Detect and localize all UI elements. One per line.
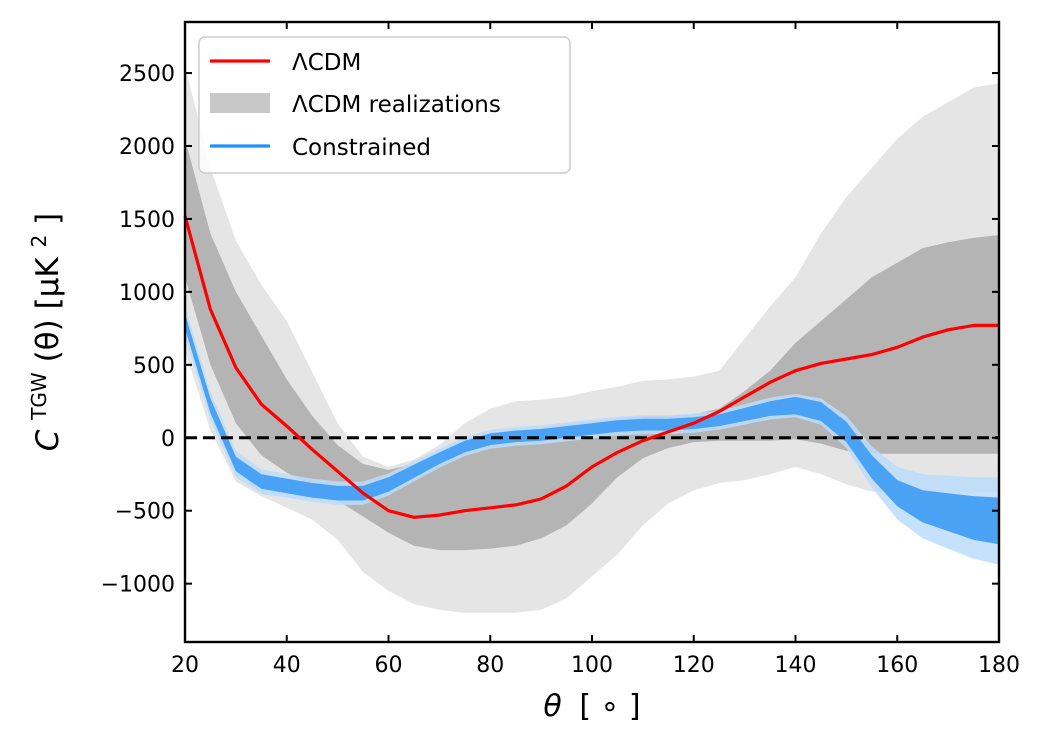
y-tick-label: −1000	[101, 573, 175, 598]
legend-label-constrained: Constrained	[292, 135, 431, 161]
y-tick-label: −500	[115, 500, 175, 525]
legend-label-realizations: ΛCDM realizations	[292, 92, 501, 118]
x-tick-label: 100	[571, 653, 613, 678]
x-tick-label: 20	[171, 653, 199, 678]
y-axis-unit-super: 2	[27, 235, 51, 248]
constrained-outer-band	[185, 306, 999, 565]
x-tick-label: 180	[978, 653, 1020, 678]
x-tick-label: 40	[273, 653, 301, 678]
y-axis-super: TGW	[27, 372, 51, 421]
legend-box	[198, 36, 571, 174]
x-axis-title: θ [ ∘ ]	[543, 689, 640, 724]
legend: ΛCDM ΛCDM realizations Constrained	[198, 36, 571, 174]
lcdm-series-line	[183, 215, 999, 519]
y-axis-title: C TGW (θ) [μK 2 ]	[18, 213, 66, 452]
x-axis-symbol: θ	[543, 689, 561, 724]
y-axis-arg: (θ) [μK	[30, 257, 66, 363]
legend-label-lcdm: ΛCDM	[292, 50, 361, 76]
y-tick-label: 1500	[119, 208, 175, 233]
x-axis-unit: [ ∘ ]	[579, 689, 640, 724]
constrained-inner-band	[185, 313, 999, 545]
y-tick-label: 500	[133, 354, 175, 379]
y-tick-label: 2500	[119, 62, 175, 87]
y-axis-main: C	[30, 429, 66, 451]
y-tick-label: 2000	[119, 135, 175, 160]
legend-swatch-realizations	[210, 93, 270, 113]
x-tick-label: 140	[775, 653, 817, 678]
x-tick-label: 80	[476, 653, 504, 678]
x-tick-label: 160	[876, 653, 918, 678]
y-tick-label: 1000	[119, 281, 175, 306]
x-tick-label: 120	[673, 653, 715, 678]
y-tick-label: 0	[161, 427, 175, 452]
axis-ticks: 20 40 60 80 100 120 140 160 180 −1000 −500 0 500 1000…	[101, 22, 1020, 678]
x-tick-label: 60	[375, 653, 403, 678]
y-axis-close: ]	[30, 213, 66, 225]
plot-frame	[183, 20, 1001, 644]
